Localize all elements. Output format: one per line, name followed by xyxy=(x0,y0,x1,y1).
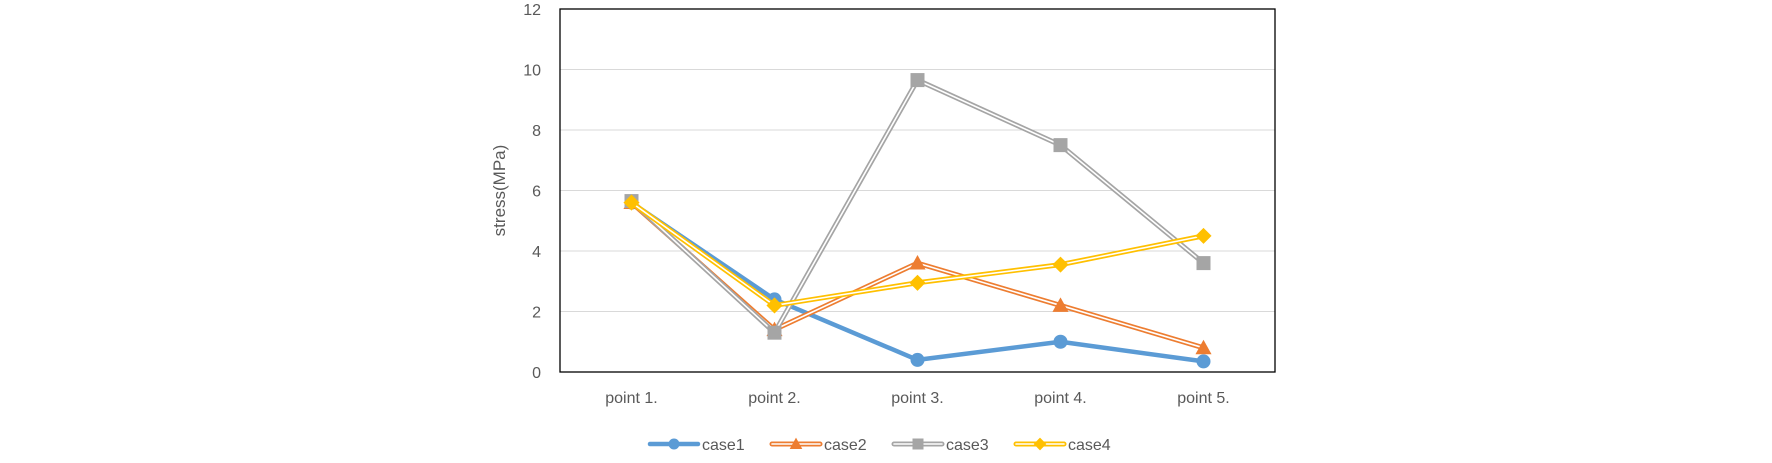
series-line-case3 xyxy=(629,77,1206,336)
data-point-case1 xyxy=(910,352,925,367)
data-point-case4 xyxy=(1052,256,1069,273)
series-layer xyxy=(623,73,1212,369)
series-case3 xyxy=(624,73,1211,340)
legend-marker-case1 xyxy=(668,438,680,450)
data-point-case1 xyxy=(1053,334,1068,349)
x-tick-label: point 3. xyxy=(891,390,943,407)
legend-marker-case3 xyxy=(912,438,924,450)
data-point-case2 xyxy=(1052,297,1069,312)
data-point-case4 xyxy=(1195,227,1212,244)
data-point-case2 xyxy=(1195,339,1212,355)
legend-item-case1: case1 xyxy=(647,437,745,454)
y-tick-label: 0 xyxy=(532,365,541,382)
x-tick-label: point 4. xyxy=(1034,390,1086,407)
data-point-case1 xyxy=(1196,354,1211,369)
x-tick-label: point 2. xyxy=(748,390,800,407)
series-case4 xyxy=(623,194,1212,314)
y-axis-ticks: 0 2 4 6 8 10 12 xyxy=(523,2,541,382)
data-point-case3 xyxy=(767,325,782,340)
x-tick-label: point 1. xyxy=(605,390,657,407)
legend-label-case3: case3 xyxy=(946,437,989,454)
legend-marker-case2 xyxy=(789,437,803,450)
legend-label-case1: case1 xyxy=(702,437,745,454)
data-point-case4 xyxy=(623,194,640,211)
legend-marker-case4 xyxy=(1033,437,1047,451)
y-tick-label: 8 xyxy=(532,123,541,140)
legend: case1 case2 case3 case4 xyxy=(647,437,1111,454)
gridlines xyxy=(560,69,1275,312)
data-point-case3 xyxy=(910,73,925,88)
data-point-case3 xyxy=(1196,256,1211,271)
legend-item-case3: case3 xyxy=(891,437,989,454)
series-line-case3-inner xyxy=(630,79,1205,334)
y-tick-label: 2 xyxy=(532,305,541,322)
data-point-case4 xyxy=(909,274,926,291)
legend-item-case4: case4 xyxy=(1013,437,1111,454)
y-tick-label: 10 xyxy=(523,63,541,80)
x-tick-label: point 5. xyxy=(1177,390,1229,407)
data-point-case2 xyxy=(909,255,926,270)
y-tick-label: 6 xyxy=(532,184,541,201)
plot-area-frame xyxy=(559,8,1276,373)
legend-label-case2: case2 xyxy=(824,437,867,454)
x-axis-ticks: point 1. point 2. point 3. point 4. point 5. xyxy=(605,390,1229,407)
legend-item-case2: case2 xyxy=(769,437,867,454)
y-tick-label: 12 xyxy=(523,2,541,19)
y-tick-label: 4 xyxy=(532,244,541,261)
legend-label-case4: case4 xyxy=(1068,437,1111,454)
data-point-case4 xyxy=(766,297,783,314)
y-axis-label: stress(MPa) xyxy=(490,145,509,237)
data-point-case3 xyxy=(1053,138,1068,153)
